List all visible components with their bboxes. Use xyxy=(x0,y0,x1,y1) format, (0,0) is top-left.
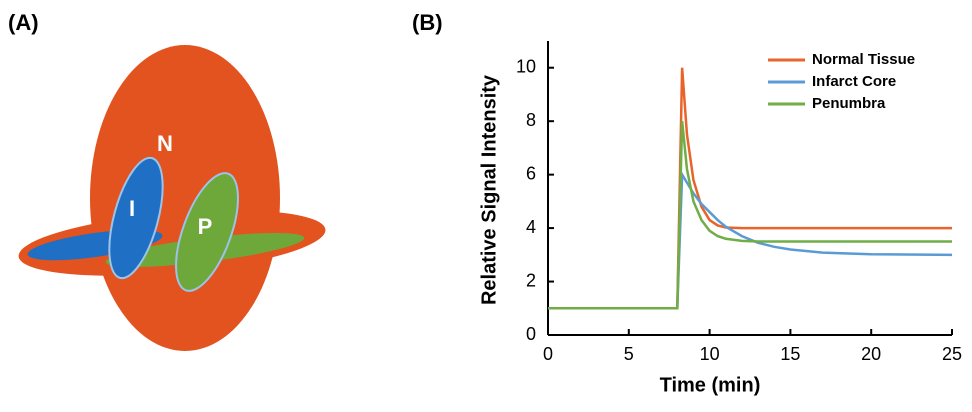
y-axis-label: Relative Signal Intensity xyxy=(478,74,500,305)
y-tick-label: 10 xyxy=(516,56,536,76)
legend-label: Infarct Core xyxy=(812,73,896,90)
series-line xyxy=(548,170,953,310)
y-tick-label: 4 xyxy=(526,217,536,237)
diagram-label: I xyxy=(129,196,135,221)
x-axis-label: Time (min) xyxy=(660,374,761,396)
x-tick-label: 20 xyxy=(861,344,881,364)
x-tick-label: 25 xyxy=(942,344,962,364)
chart: Time (min) Relative Signal Intensity 0 2 4… xyxy=(478,41,962,396)
x-tick-label: 0 xyxy=(543,344,553,364)
panel-label: (B) xyxy=(412,10,443,35)
diagram: N I P xyxy=(18,45,326,351)
infarct-region xyxy=(108,156,164,280)
y-tick-label: 6 xyxy=(526,163,536,183)
penumbra-region xyxy=(175,172,239,292)
series-line xyxy=(548,67,952,310)
y-tick-label: 8 xyxy=(526,110,536,130)
y-tick-label: 2 xyxy=(526,270,536,290)
x-tick-label: 10 xyxy=(700,344,720,364)
legend-label: Normal Tissue xyxy=(812,51,915,68)
y-tick-label: 0 xyxy=(526,324,536,344)
panel-label: (A) xyxy=(8,10,39,35)
series-line xyxy=(548,121,952,310)
diagram-label: P xyxy=(198,214,213,239)
diagram-label: N xyxy=(157,131,173,156)
legend-label: Penumbra xyxy=(812,95,886,112)
x-tick-label: 15 xyxy=(780,344,800,364)
x-tick-label: 5 xyxy=(624,344,634,364)
